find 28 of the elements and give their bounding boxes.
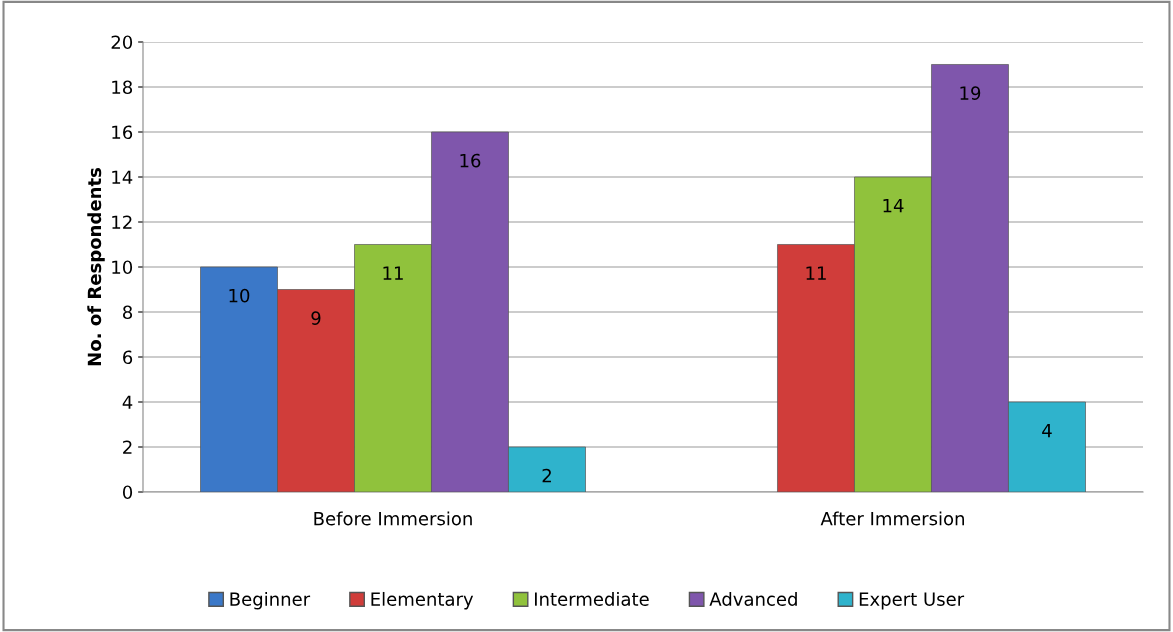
data-label: 19 <box>960 86 981 100</box>
data-label: 2 <box>542 468 551 483</box>
data-label: 16 <box>460 153 481 168</box>
x-tick-label: After Immersion <box>820 511 964 526</box>
y-tick-label: 8 <box>123 305 133 320</box>
y-tick-label: 20 <box>111 35 133 50</box>
y-tick-label: 18 <box>112 80 133 95</box>
y-tick-label: 10 <box>112 260 133 275</box>
data-label: 14 <box>883 198 904 213</box>
y-tick-label: 2 <box>123 440 132 454</box>
y-tick-label: 16 <box>112 125 133 140</box>
y-axis-title: No. of Respondents <box>87 168 105 366</box>
y-tick-label: 6 <box>123 350 133 365</box>
legend-label: Expert User <box>859 592 965 610</box>
data-label: 11 <box>383 266 403 280</box>
x-tick-label: Before Immersion <box>314 511 472 526</box>
data-label: 4 <box>1042 423 1052 438</box>
data-label: 10 <box>229 288 250 303</box>
legend-label: Beginner <box>230 591 311 610</box>
data-label: 9 <box>311 311 321 325</box>
data-label: 11 <box>806 266 826 280</box>
legend-label: Elementary <box>371 591 474 610</box>
y-tick-label: 0 <box>122 485 133 500</box>
legend-label: Advanced <box>709 591 797 606</box>
y-tick-label: 14 <box>112 170 133 184</box>
y-tick-label: 4 <box>122 395 133 409</box>
legend-label: Intermediate <box>534 591 649 606</box>
y-tick-label: 12 <box>112 215 132 229</box>
